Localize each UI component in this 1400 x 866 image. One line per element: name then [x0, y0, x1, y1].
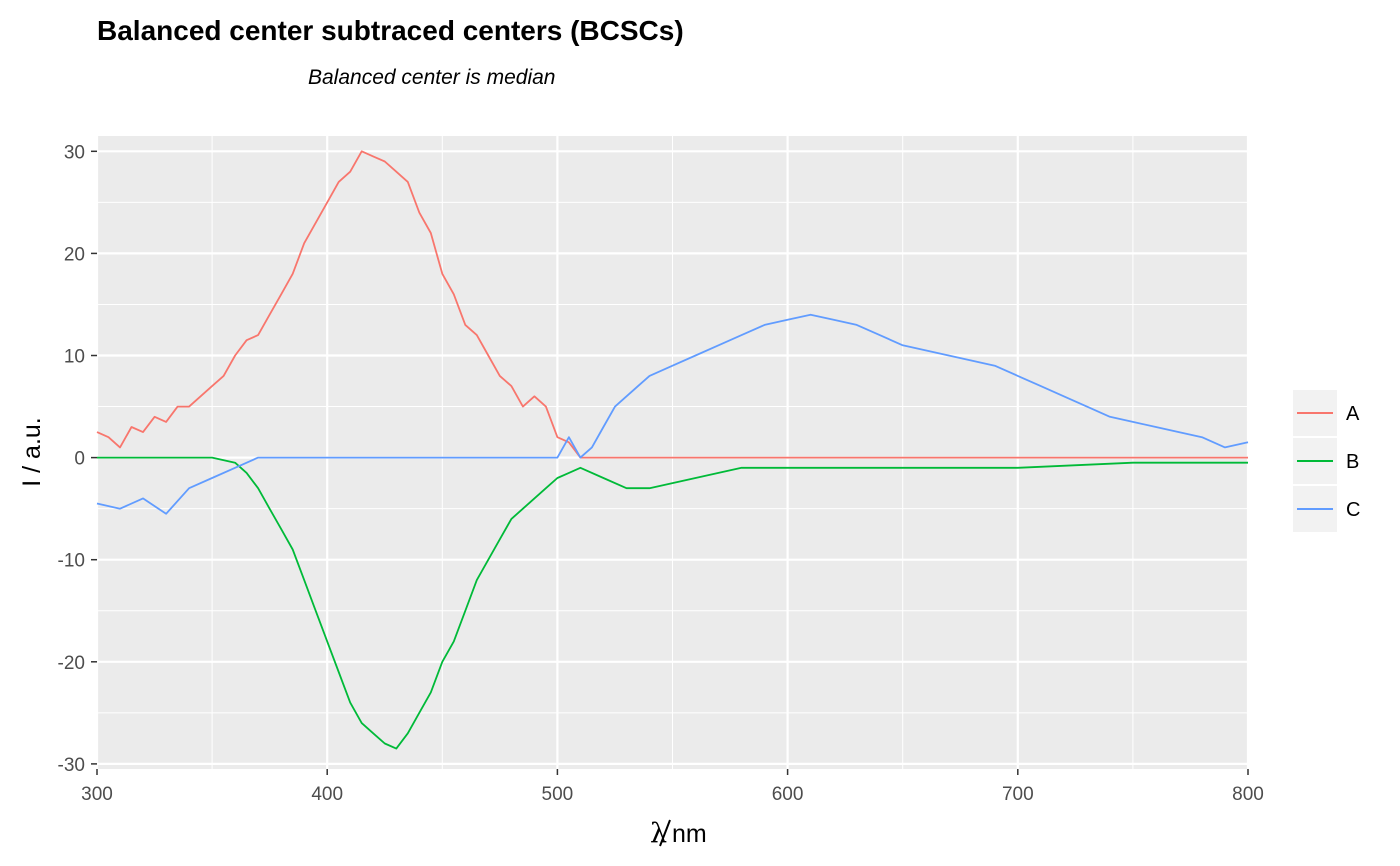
- x-axis-title: λ nm: [650, 818, 707, 849]
- x-tick-label: 700: [1002, 784, 1034, 805]
- y-tick-label: -20: [58, 653, 85, 674]
- legend-label: A: [1346, 403, 1360, 425]
- axes: 300 400 500 600 700 800 -30 -20 -10 0 10 20 30: [58, 142, 1264, 805]
- y-tick-label: 0: [74, 449, 85, 470]
- series-line-a: [96, 150, 1248, 459]
- chart-subtitle: Balanced center is median: [308, 66, 555, 89]
- y-tick-label: -30: [58, 755, 85, 776]
- x-axis-title-unit: nm: [672, 820, 707, 848]
- y-tick-label: 30: [64, 142, 85, 163]
- legend-label: B: [1346, 451, 1359, 473]
- series-lines: [96, 150, 1249, 750]
- y-tick-label: 10: [64, 347, 85, 368]
- x-tick-label: 800: [1232, 784, 1264, 805]
- y-tick-label: 20: [64, 244, 85, 265]
- series-line-c: [96, 313, 1249, 515]
- x-axis-title-divider: [659, 819, 671, 847]
- x-tick-label: 500: [542, 784, 574, 805]
- y-tick-label: -10: [58, 551, 85, 572]
- x-tick-label: 600: [772, 784, 804, 805]
- legend: A B C: [1293, 390, 1360, 532]
- legend-label: C: [1346, 499, 1360, 521]
- y-axis-title: I / a.u.: [18, 417, 46, 486]
- chart-title: Balanced center subtraced centers (BCSCs…: [97, 15, 684, 46]
- x-tick-label: 300: [81, 784, 113, 805]
- grid-lines: [95, 136, 1250, 769]
- x-tick-label: 400: [311, 784, 343, 805]
- series-line-b: [97, 456, 1248, 750]
